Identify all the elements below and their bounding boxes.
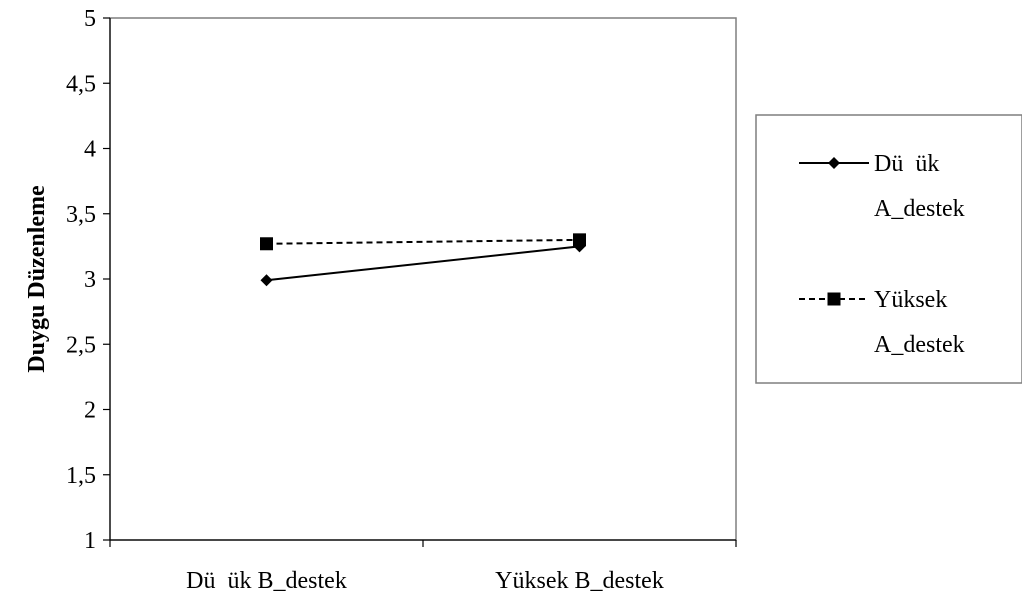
legend-item: Dü ük A_destek <box>799 151 965 222</box>
plot-area <box>109 17 737 541</box>
point-marker <box>827 292 841 306</box>
legend-label: A_destek <box>874 196 965 222</box>
y-axis: 1 1,5 2 2,5 3 3,5 4 4,5 5 <box>66 6 111 554</box>
legend-label: A_destek <box>874 332 965 358</box>
legend-item: Yüksek A_destek <box>799 287 965 358</box>
series-line <box>266 238 580 245</box>
legend: Dü ük A_destek Yüksek A_destek <box>755 114 1022 384</box>
legend-box <box>755 114 1022 384</box>
point-marker <box>573 233 586 247</box>
series-line <box>266 245 580 282</box>
legend-label: Yüksek <box>874 287 947 313</box>
series-layer <box>260 233 586 287</box>
y-tick-label: 4 <box>84 137 96 163</box>
y-axis-title: Duygu Düzenleme <box>24 185 50 373</box>
x-category-label: Yüksek B_destek <box>495 568 664 594</box>
y-tick-label: 1 <box>84 528 96 554</box>
point-marker <box>260 274 273 287</box>
y-tick-label: 5 <box>84 6 96 32</box>
x-category-label: Dü ük B_destek <box>186 568 347 594</box>
y-tick-label: 2 <box>84 398 96 424</box>
y-tick-label: 1,5 <box>66 463 96 489</box>
point-marker <box>260 237 273 251</box>
y-tick-label: 2,5 <box>66 332 96 358</box>
y-tick-label: 4,5 <box>66 71 96 97</box>
series-2 <box>260 233 586 251</box>
y-tick-label: 3,5 <box>66 202 96 228</box>
point-marker <box>828 157 840 169</box>
legend-label: Dü ük <box>874 151 939 177</box>
x-axis: Dü ük B_destek Yüksek B_destek <box>109 539 737 594</box>
series-1 <box>260 240 586 287</box>
y-tick-label: 3 <box>84 267 96 293</box>
